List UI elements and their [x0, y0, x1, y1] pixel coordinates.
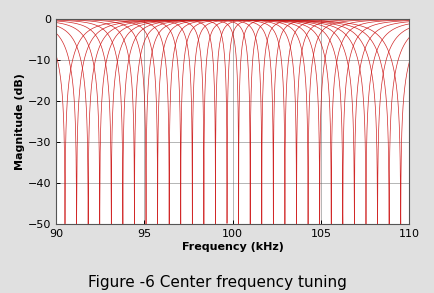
Text: Figure -6 Center frequency tuning: Figure -6 Center frequency tuning [88, 275, 346, 290]
Y-axis label: Magnitude (dB): Magnitude (dB) [15, 73, 25, 170]
X-axis label: Frequency (kHz): Frequency (kHz) [181, 242, 283, 252]
